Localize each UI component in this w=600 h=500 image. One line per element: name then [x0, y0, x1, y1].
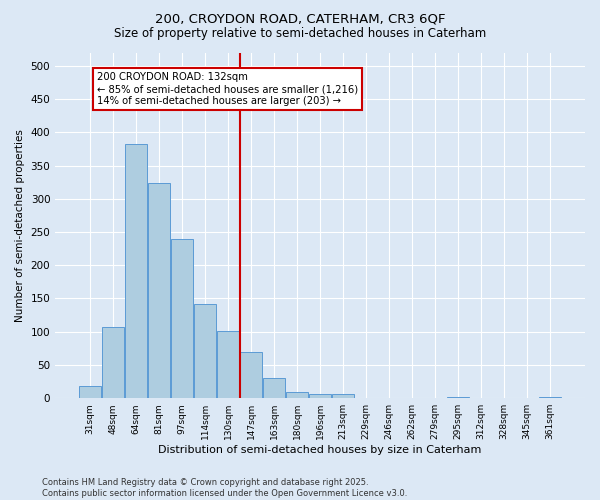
Bar: [148, 184, 170, 398]
Text: Size of property relative to semi-detached houses in Caterham: Size of property relative to semi-detach…: [114, 28, 486, 40]
Bar: [79, 386, 101, 398]
Y-axis label: Number of semi-detached properties: Number of semi-detached properties: [15, 129, 25, 322]
Bar: [217, 331, 239, 398]
Bar: [539, 397, 561, 398]
Bar: [240, 352, 262, 398]
Text: Contains HM Land Registry data © Crown copyright and database right 2025.
Contai: Contains HM Land Registry data © Crown c…: [42, 478, 407, 498]
Bar: [125, 144, 147, 398]
Bar: [194, 304, 216, 398]
Text: 200, CROYDON ROAD, CATERHAM, CR3 6QF: 200, CROYDON ROAD, CATERHAM, CR3 6QF: [155, 12, 445, 26]
Bar: [309, 394, 331, 398]
X-axis label: Distribution of semi-detached houses by size in Caterham: Distribution of semi-detached houses by …: [158, 445, 482, 455]
Bar: [286, 392, 308, 398]
Bar: [263, 378, 285, 398]
Bar: [447, 397, 469, 398]
Bar: [102, 327, 124, 398]
Text: 200 CROYDON ROAD: 132sqm
← 85% of semi-detached houses are smaller (1,216)
14% o: 200 CROYDON ROAD: 132sqm ← 85% of semi-d…: [97, 72, 358, 106]
Bar: [171, 238, 193, 398]
Bar: [332, 394, 354, 398]
